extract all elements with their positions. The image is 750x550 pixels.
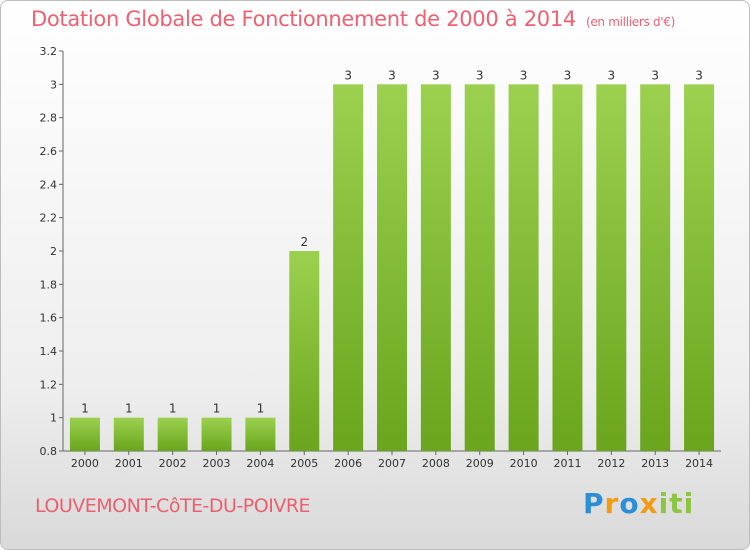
- x-tick-label: 2003: [203, 457, 231, 470]
- bar: [640, 84, 671, 451]
- bar: [420, 84, 451, 451]
- x-tick-label: 2002: [159, 457, 187, 470]
- data-label: 1: [169, 402, 177, 416]
- data-label: 3: [520, 68, 528, 82]
- data-label: 3: [651, 68, 659, 82]
- bar: [596, 84, 627, 451]
- y-tick-label: 1.2: [40, 378, 58, 391]
- data-label: 2: [300, 235, 308, 249]
- y-tick-label: 1.8: [40, 278, 58, 291]
- x-tick-label: 2014: [685, 457, 713, 470]
- data-label: 3: [432, 68, 440, 82]
- y-tick-label: 2.4: [40, 178, 58, 191]
- data-label: 1: [213, 402, 221, 416]
- data-label: 3: [695, 68, 703, 82]
- data-label: 3: [476, 68, 484, 82]
- unit-note: (en milliers d'€): [585, 15, 675, 29]
- data-label: 3: [344, 68, 352, 82]
- bar: [113, 417, 144, 451]
- bar: [684, 84, 715, 451]
- y-tick-label: 3.2: [40, 45, 58, 58]
- y-tick-label: 0.8: [40, 445, 58, 458]
- x-tick-label: 2012: [597, 457, 625, 470]
- data-label: 1: [257, 402, 265, 416]
- bar: [245, 417, 276, 451]
- bar: [464, 84, 495, 451]
- y-tick-label: 1.6: [40, 312, 58, 325]
- x-tick-label: 2013: [641, 457, 669, 470]
- y-tick-label: 3: [50, 78, 57, 91]
- chart-title: Dotation Globale de Fonctionnement de 20…: [31, 7, 675, 31]
- x-tick-label: 2009: [466, 457, 494, 470]
- y-tick-label: 1.4: [40, 345, 58, 358]
- y-tick-label: 2.8: [40, 112, 58, 125]
- proxiti-logo[interactable]: Proxiti: [583, 487, 695, 520]
- x-tick-label: 2008: [422, 457, 450, 470]
- bar: [157, 417, 188, 451]
- x-tick-label: 2005: [290, 457, 318, 470]
- x-tick-label: 2000: [71, 457, 99, 470]
- x-tick-label: 2004: [246, 457, 274, 470]
- data-label: 1: [81, 402, 89, 416]
- y-tick-label: 2.6: [40, 145, 58, 158]
- bar: [69, 417, 100, 451]
- bar: [289, 251, 320, 451]
- data-label: 1: [125, 402, 133, 416]
- bar: [333, 84, 364, 451]
- x-tick-label: 2006: [334, 457, 362, 470]
- bar: [508, 84, 539, 451]
- y-tick-label: 1: [50, 412, 57, 425]
- data-label: 3: [388, 68, 396, 82]
- x-tick-label: 2007: [378, 457, 406, 470]
- x-tick-label: 2011: [553, 457, 581, 470]
- bar: [201, 417, 232, 451]
- data-label: 3: [564, 68, 572, 82]
- bar: [552, 84, 583, 451]
- bar: [377, 84, 407, 451]
- data-label: 3: [608, 68, 616, 82]
- y-tick-label: 2.2: [40, 212, 58, 225]
- x-tick-label: 2001: [115, 457, 143, 470]
- x-tick-label: 2010: [510, 457, 538, 470]
- y-tick-label: 2: [50, 245, 57, 258]
- place-name: LOUVEMONT-CôTE-DU-POIVRE: [35, 495, 311, 517]
